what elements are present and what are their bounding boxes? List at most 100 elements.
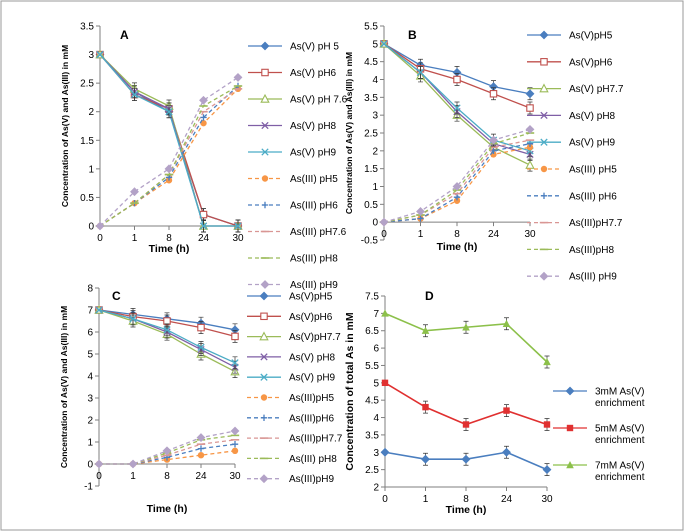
legend-marker [259, 474, 269, 484]
x-axis-label: Time (h) [149, 243, 190, 255]
y-tick-label: 1.5 [80, 136, 94, 147]
data-point [381, 379, 389, 387]
data-point [381, 309, 389, 317]
y-tick-label: 4.5 [365, 396, 379, 407]
legend-marker [260, 312, 268, 321]
y-tick-label: 2 [373, 483, 379, 494]
data-point [452, 182, 462, 191]
legend-label-line2: enrichment [595, 435, 645, 446]
y-tick-label: 1 [372, 182, 378, 193]
x-tick-label: 0 [382, 494, 388, 505]
y-axis-label: Concentration of As(V) and As(III) in mM [59, 306, 69, 468]
legend-label: As(V) pH9 [569, 138, 616, 149]
data-point [95, 221, 105, 231]
legend-label: As(III) pH5 [569, 165, 617, 176]
legend-label: As(III) pH8 [290, 254, 338, 265]
series-10 [95, 73, 243, 231]
legend-label: As(V) pH6 [290, 68, 337, 79]
y-tick-label: 1.5 [364, 164, 378, 175]
y-tick-label: 5 [372, 39, 378, 50]
data-point [489, 135, 498, 145]
legend-marker [261, 148, 269, 156]
y-tick-label: 5 [373, 378, 379, 389]
x-axis-label: Time (h) [147, 503, 188, 515]
legend-label-line2: enrichment [595, 398, 645, 409]
series-line [383, 132, 531, 223]
y-tick-label: 5 [87, 350, 93, 361]
y-tick-label: 2 [87, 416, 93, 427]
legend-marker [260, 414, 268, 421]
x-tick-label: 24 [195, 471, 207, 482]
y-tick-label: 4.5 [364, 57, 378, 68]
legend-entry: As(V) pH9 [248, 148, 337, 159]
y-tick-label: 3.5 [365, 430, 379, 441]
legend-label: As(V)pH5 [289, 292, 333, 303]
legend-marker [539, 83, 549, 93]
x-tick-label: 1 [423, 494, 429, 505]
y-tick-label: 6.5 [365, 326, 379, 337]
panel-label: A [120, 28, 129, 42]
legend: As(V)pH5 As(V)pH6 As(V) pH7.7 As(V) pH8 As(V… [527, 31, 624, 283]
data-point [526, 144, 534, 151]
legend-label: As(III) pH6 [569, 191, 617, 202]
legend-entry: As(III) pH9 [248, 280, 338, 291]
data-point [163, 317, 171, 325]
legend-entry: As(III)pH8 [527, 245, 614, 256]
legend-marker [259, 331, 269, 341]
legend-label: As(V)pH6 [569, 57, 613, 68]
data-point [543, 421, 551, 428]
data-point [421, 326, 430, 334]
y-tick-label: 3.5 [364, 93, 378, 104]
y-tick-label: 1 [88, 164, 94, 175]
data-point [130, 187, 139, 197]
legend-marker [261, 201, 269, 209]
x-tick-label: 8 [166, 233, 172, 244]
data-point [421, 454, 430, 464]
x-tick-label: 8 [454, 229, 460, 240]
panel-label: C [112, 289, 121, 303]
legend-marker [260, 373, 268, 381]
data-point [525, 125, 535, 134]
y-axis-label: Concentration of As(V) and As(III) in mM [344, 52, 354, 214]
legend-marker [260, 93, 270, 103]
panel-label: D [425, 289, 434, 303]
legend-entry: As(III) pH5 [527, 165, 617, 176]
legend-label: As(III) pH9 [569, 272, 617, 283]
y-tick-label: -0.5 [361, 236, 379, 247]
data-point [197, 343, 205, 352]
data-point [461, 454, 471, 464]
data-point [502, 319, 511, 327]
legend-label: As(III) pH5 [290, 174, 338, 185]
legend-label: 5mM As(V) [595, 424, 644, 435]
legend-label: As(V) pH 5 [290, 42, 339, 53]
legend-entry: 3mM As(V)enrichment [553, 386, 645, 409]
legend-marker [540, 138, 548, 146]
y-tick-label: 2 [88, 107, 94, 118]
legend-label: As(III)pH5 [289, 393, 334, 404]
y-tick-label: 2 [372, 146, 378, 157]
y-tick-label: 4 [372, 75, 378, 86]
data-point [462, 323, 470, 331]
data-point [462, 421, 470, 428]
y-tick-label: 7 [87, 306, 93, 317]
legend-entry: As(III)pH9 [247, 474, 334, 485]
series-3 [381, 309, 551, 369]
legend-marker [565, 386, 575, 396]
x-tick-label: 1 [418, 229, 424, 240]
y-tick-label: -1 [84, 482, 93, 493]
panel-label: B [408, 28, 417, 42]
legend-marker [260, 394, 268, 401]
series-1 [380, 445, 552, 476]
legend-entry: As(III)pH5 [247, 393, 334, 404]
data-point [416, 207, 425, 216]
x-tick-label: 1 [132, 233, 138, 244]
data-point [231, 332, 239, 341]
y-tick-label: 0.5 [364, 200, 378, 211]
data-point [163, 326, 171, 334]
legend-label: As(III) pH9 [290, 280, 338, 291]
legend-label: As(V) pH8 [290, 121, 337, 132]
x-axis-label: Time (h) [437, 241, 478, 253]
y-tick-label: 8 [87, 284, 93, 295]
